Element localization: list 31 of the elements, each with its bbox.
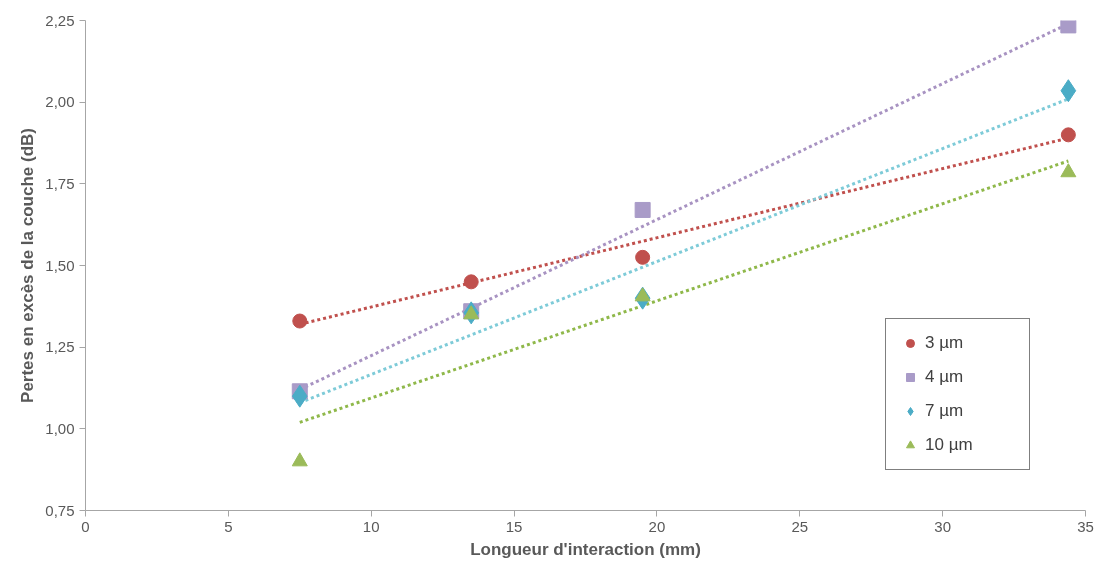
point (1060, 20, 1077, 34)
point (463, 274, 479, 290)
y-tick-label: 2,25 (45, 11, 75, 29)
x-tick-label: 35 (1077, 517, 1094, 535)
legend-label: 10 µm (925, 435, 974, 455)
x-tick-label: 30 (934, 517, 951, 535)
x-axis-title: Longueur d'interaction (mm) (470, 539, 701, 559)
y-axis-title: Pertes en excès de la couche (dB) (18, 128, 38, 403)
y-tick-label: 1,75 (45, 174, 75, 192)
point (1060, 79, 1077, 103)
point (291, 384, 308, 408)
legend-label: 4 µm (925, 367, 965, 387)
point (634, 201, 651, 218)
x-tick-label: 0 (81, 517, 90, 535)
y-tick-label: 2,00 (45, 93, 75, 111)
x-tick-label: 5 (224, 517, 233, 535)
y-tick-label: 0,75 (45, 501, 75, 519)
point (635, 249, 651, 265)
point (292, 313, 308, 329)
y-tick-label: 1,25 (45, 338, 75, 356)
point (291, 452, 308, 467)
y-tick-label: 1,50 (45, 256, 75, 274)
point (634, 287, 651, 302)
y-tick-label: 1,00 (45, 419, 75, 437)
x-tick-label: 25 (791, 517, 809, 535)
x-tick-label: 10 (362, 517, 380, 535)
legend-label: 7 µm (925, 401, 965, 421)
x-tick-label: 20 (648, 517, 666, 535)
legend-label: 3 µm (925, 333, 965, 353)
x-tick-label: 15 (505, 517, 523, 535)
point (1060, 127, 1076, 143)
